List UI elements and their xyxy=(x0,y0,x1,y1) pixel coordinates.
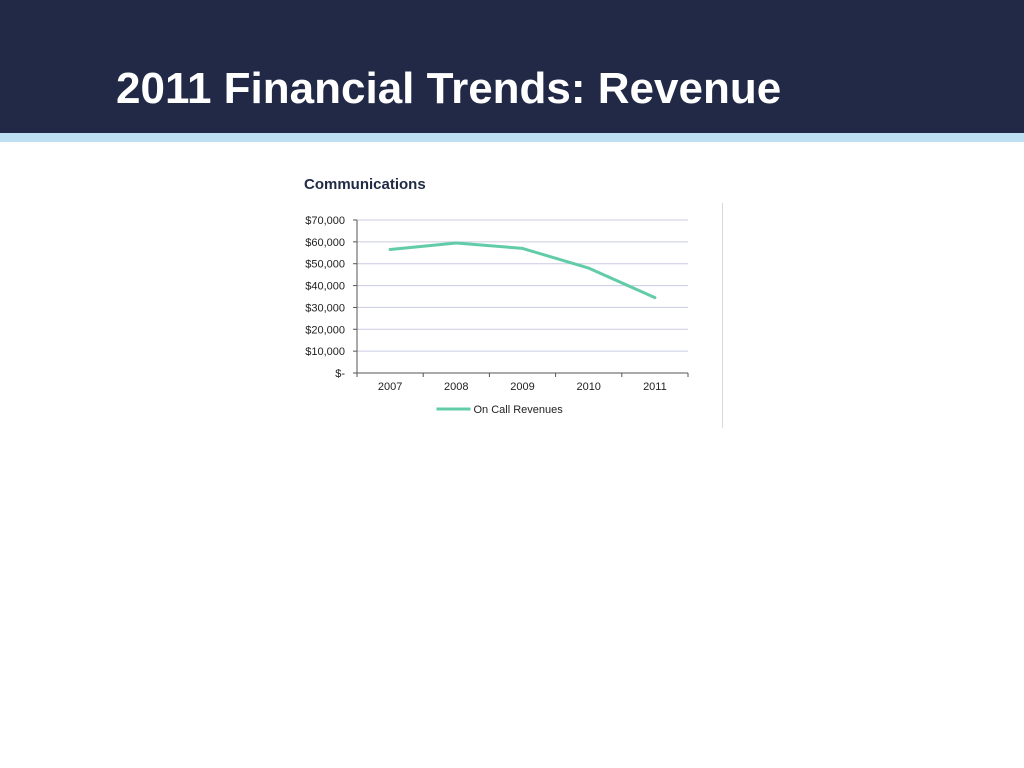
header-band xyxy=(0,0,1024,133)
y-tick-label: $70,000 xyxy=(305,215,345,227)
x-tick-label: 2011 xyxy=(643,381,667,393)
y-tick-label: $10,000 xyxy=(305,346,345,358)
slide-title: 2011 Financial Trends: Revenue xyxy=(116,64,782,113)
x-tick-label: 2010 xyxy=(576,381,600,393)
chart-title: Communications xyxy=(304,176,426,193)
y-tick-label: $- xyxy=(335,368,345,380)
header-accent-bar xyxy=(0,133,1024,142)
x-tick-label: 2007 xyxy=(378,381,402,393)
y-tick-label: $50,000 xyxy=(305,259,345,271)
vertical-divider xyxy=(722,203,723,428)
chart-legend: On Call Revenues xyxy=(436,404,564,416)
x-tick-label: 2008 xyxy=(444,381,468,393)
chart-gridlines xyxy=(357,219,688,352)
chart-series xyxy=(388,241,657,300)
y-tick-label: $30,000 xyxy=(305,302,345,314)
chart-axes xyxy=(353,219,689,377)
legend-label: On Call Revenues xyxy=(474,404,564,416)
y-tick-label: $20,000 xyxy=(305,324,345,336)
chart-tick-labels: $- $10,000 $20,000 $30,000 $40,000 $50,000 $60… xyxy=(305,215,666,393)
x-tick-label: 2009 xyxy=(510,381,534,393)
series-line xyxy=(388,241,657,300)
y-tick-label: $60,000 xyxy=(305,237,345,249)
y-tick-label: $40,000 xyxy=(305,281,345,293)
